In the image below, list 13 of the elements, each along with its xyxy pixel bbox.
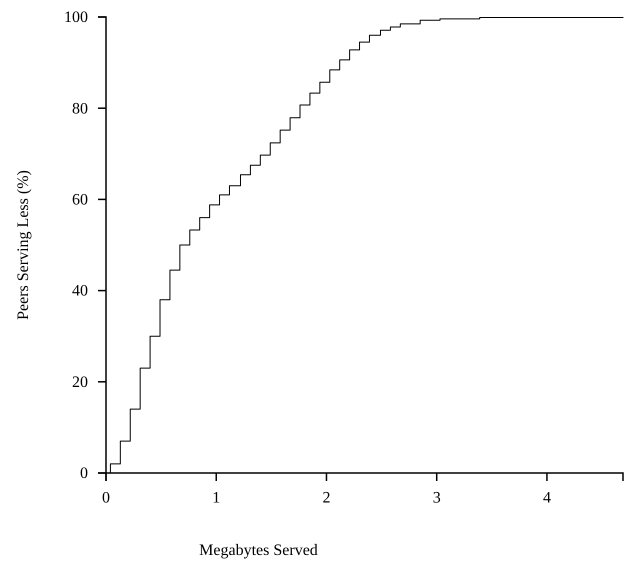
y-tick-label: 0: [80, 465, 88, 482]
x-axis-title: Megabytes Served: [199, 542, 318, 559]
y-tick-label: 60: [72, 192, 88, 209]
y-tick-label: 40: [72, 282, 88, 300]
x-tick-label: 2: [322, 489, 330, 506]
x-tick-label: 0: [102, 489, 110, 506]
y-tick-label: 100: [64, 9, 88, 26]
y-axis-title: Peers Serving Less (%): [15, 170, 32, 320]
x-tick-label: 1: [212, 489, 220, 506]
y-tick-label: 20: [72, 374, 88, 391]
x-tick-label: 4: [542, 489, 551, 506]
x-tick-label: 3: [432, 489, 441, 506]
y-tick-label: 80: [72, 100, 88, 118]
